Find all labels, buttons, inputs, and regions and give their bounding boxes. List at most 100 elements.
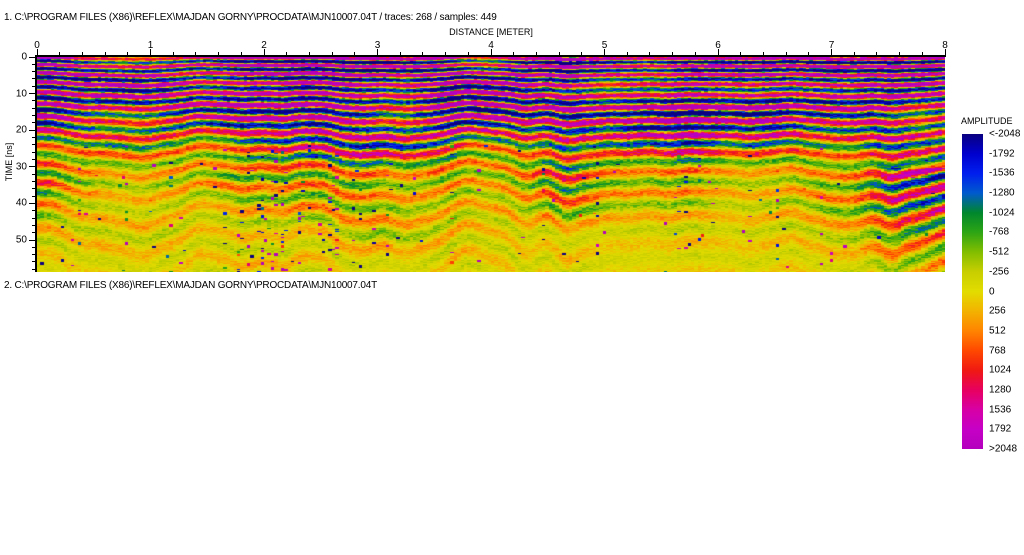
x-axis-tick [59,52,61,55]
colorbar-tick-label: -1792 [989,148,1015,160]
x-axis-tick [399,52,401,55]
y-axis-tick [32,158,35,160]
x-axis-tick [308,52,310,55]
x-axis-title: DISTANCE [METER] [449,27,533,37]
x-axis-tick [263,49,265,55]
y-axis-tick [32,151,35,153]
x-axis-tick [672,52,674,55]
y-axis-tick [32,173,35,175]
y-axis-tick [32,78,35,80]
x-axis-tick-label: 6 [715,40,721,51]
x-axis-tick [762,52,764,55]
x-axis-tick-label: 7 [828,40,835,51]
colorbar-tick-label: -1024 [989,207,1015,219]
x-axis-tick [286,52,288,55]
x-axis-tick [81,52,83,55]
colorbar-tick-label: -256 [989,266,1010,278]
y-axis-line [35,55,37,272]
x-axis-tick [354,52,356,55]
colorbar-tick-label: 0 [989,286,995,298]
x-axis-tick [581,52,583,55]
y-axis-tick [32,195,35,197]
y-axis-tick [32,137,35,139]
y-axis-tick [32,217,35,219]
x-axis-tick [195,52,197,55]
colorbar-tick-label: >2048 [989,443,1018,455]
y-axis-tick-label: 50 [15,234,27,246]
x-axis-tick [944,49,946,55]
colorbar-tick-label: -768 [989,226,1010,238]
colorbar-tick-label: -1536 [989,167,1015,179]
x-axis-tick [785,52,787,55]
x-axis-tick [649,52,651,55]
x-axis-tick [740,52,742,55]
colorbar-tick-label: 1024 [989,364,1012,376]
x-axis-tick [513,52,515,55]
x-axis-tick [218,52,220,55]
colorbar-tick-label: 768 [989,345,1006,357]
y-axis-tick [29,56,35,58]
y-axis-tick [32,85,35,87]
y-axis-tick [32,224,35,226]
y-axis-tick [32,188,35,190]
profile1-title: 1. C:\PROGRAM FILES (X86)\REFLEX\MAJDAN … [4,12,497,23]
x-axis-tick-label: 3 [374,40,381,51]
y-axis-tick [32,100,35,102]
y-axis-tick [29,202,35,204]
y-axis-tick [29,129,35,131]
x-axis-tick [490,49,492,55]
y-axis-tick [32,63,35,65]
colorbar-tick-label: 512 [989,325,1006,337]
x-axis-tick-label: 8 [942,40,948,51]
x-axis-tick [467,52,469,55]
x-axis-tick [445,52,447,55]
x-axis-tick [604,49,605,55]
x-axis-tick [240,52,242,55]
y-axis-tick [29,166,35,168]
x-axis-tick-label: 0 [34,40,40,51]
x-axis-tick [808,52,810,55]
x-axis-tick [899,52,901,55]
x-axis-tick [853,52,855,55]
colorbar-tick-label: 1280 [989,384,1012,396]
y-axis-tick-label: 20 [15,124,27,136]
y-axis-tick [32,144,35,146]
y-axis-tick-label: 40 [15,197,27,209]
x-axis-tick [535,52,537,55]
x-axis-tick [377,49,378,55]
y-axis-tick [29,239,35,241]
x-axis-tick [626,52,628,55]
y-axis-tick [32,180,35,182]
x-axis-tick-label: 1 [147,40,154,51]
y-axis-tick [29,93,35,95]
x-axis-tick [694,52,696,55]
x-axis-tick [831,49,832,55]
colorbar-gradient [962,134,983,449]
x-axis-tick [36,49,38,55]
y-axis-tick-label: 0 [21,51,27,63]
y-axis-tick [32,71,35,73]
x-axis-tick [172,52,174,55]
y-axis-tick [32,115,35,117]
y-axis-tick [32,107,35,109]
colorbar-tick-label: -512 [989,246,1010,258]
profile2-title: 2. C:\PROGRAM FILES (X86)\REFLEX\MAJDAN … [4,280,377,291]
x-axis-line [36,55,946,57]
y-axis-tick [32,268,35,270]
colorbar-tick-label: 256 [989,305,1006,317]
colorbar-tick-label: 1536 [989,404,1012,416]
x-axis-tick [104,52,106,55]
colorbar-tick-label: 1792 [989,423,1012,435]
y-axis-tick-label: 10 [15,88,27,100]
colorbar-tick-label: <-2048 [989,128,1021,140]
x-axis-tick [876,52,878,55]
x-axis-tick-label: 2 [261,40,267,51]
x-axis-tick-label: 4 [488,40,494,51]
x-axis-tick [127,52,129,55]
radargram-canvas[interactable] [37,57,945,272]
x-axis-tick [422,52,424,55]
x-axis-tick [558,52,560,55]
x-axis-tick [331,52,333,55]
y-axis-tick-label: 30 [15,161,27,173]
